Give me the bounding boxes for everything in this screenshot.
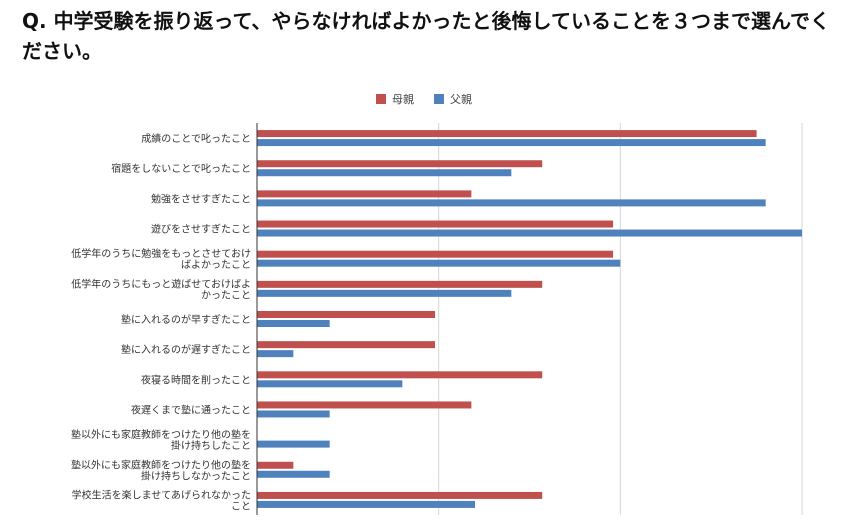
- bar-mother-12: [257, 461, 294, 469]
- bar-father-7: [257, 320, 330, 327]
- bar-father-6: [257, 289, 512, 297]
- bar-father-12: [257, 470, 330, 478]
- bar-father-13: [257, 500, 475, 508]
- bar-father-2: [257, 169, 512, 177]
- bar-father-3: [257, 199, 766, 207]
- bar-mother-10: [257, 401, 472, 409]
- category-label-3: 勉強をさせすぎたこと: [151, 192, 251, 205]
- bar-mother-1: [257, 130, 757, 138]
- bar-father-10: [257, 410, 330, 418]
- category-label-8: 塾に入れるのが遅すぎたこと: [121, 343, 251, 356]
- category-label-11-line-2: 掛け持ちしたこと: [171, 439, 251, 452]
- category-label-5-line-2: ばよかったこと: [181, 259, 251, 271]
- category-label-11-line-1: 塾以外にも家庭教師をつけたり他の塾を: [71, 428, 251, 441]
- category-label-1: 成績のことで叱ったこと: [141, 132, 251, 145]
- bar-mother-4: [257, 220, 614, 228]
- bar-father-4: [257, 229, 802, 237]
- bar-mother-3: [257, 190, 472, 198]
- bar-father-11: [257, 440, 330, 448]
- category-label-13-line-2: こと: [231, 500, 251, 512]
- bar-mother-6: [257, 280, 543, 288]
- category-label-12-line-1: 塾以外にも家庭教師をつけたり他の塾を: [71, 458, 251, 471]
- legend-label-2: 父親: [450, 93, 472, 106]
- category-label-5-line-1: 低学年のうちに勉強をもっとさせておけ: [71, 247, 251, 260]
- question-title: Q. 中学受験を振り返って、やらなければよかったと後悔していることを３つまで選ん…: [22, 9, 830, 63]
- category-label-7: 塾に入れるのが早すぎたこと: [121, 313, 251, 326]
- bar-mother-8: [257, 341, 436, 349]
- legend-label-1: 母親: [392, 93, 414, 106]
- category-label-12-line-2: 掛け持ちしなかったこと: [141, 469, 251, 482]
- category-label-4: 遊びをさせすぎたこと: [151, 223, 251, 236]
- bar-father-9: [257, 380, 403, 388]
- category-label-2: 宿題をしないことで叱ったこと: [111, 162, 251, 175]
- legend-swatch-1: [376, 94, 386, 104]
- category-label-10: 夜遅くまで塾に通ったこと: [131, 403, 251, 416]
- category-label-13-line-1: 学校生活を楽しませてあげられなかった: [72, 488, 251, 501]
- bar-mother-13: [257, 491, 543, 499]
- bar-mother-9: [257, 371, 543, 379]
- bar-mother-7: [257, 311, 436, 318]
- bar-father-5: [257, 259, 621, 267]
- bar-father-1: [257, 139, 766, 147]
- bar-father-8: [257, 350, 294, 358]
- legend-swatch-2: [434, 94, 444, 104]
- bar-mother-2: [257, 160, 543, 168]
- bar-mother-5: [257, 250, 614, 258]
- category-label-6-line-1: 低学年のうちにもっと遊ばせておけばよ: [71, 277, 251, 290]
- category-label-9: 夜寝る時間を削ったこと: [141, 373, 251, 386]
- category-label-6-line-2: かったこと: [201, 289, 251, 301]
